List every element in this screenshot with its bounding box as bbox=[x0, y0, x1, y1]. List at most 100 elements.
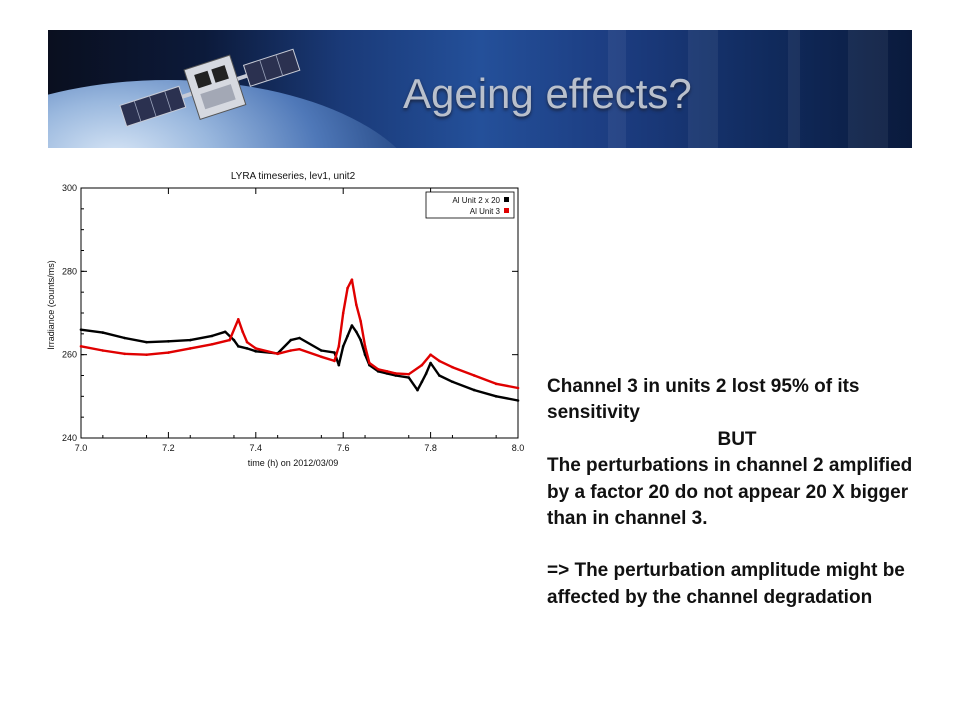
lyra-timeseries-chart: LYRA timeseries, lev1, unit2 7.0 7.2 7.4 7.… bbox=[46, 171, 524, 468]
satellite-image bbox=[119, 48, 301, 128]
data-point bbox=[416, 388, 419, 392]
chart-title: LYRA timeseries, lev1, unit2 bbox=[231, 171, 356, 182]
data-point bbox=[167, 351, 170, 354]
data-point bbox=[394, 372, 397, 375]
data-point bbox=[438, 359, 441, 363]
data-point bbox=[385, 372, 389, 375]
data-point bbox=[245, 347, 249, 350]
data-point bbox=[188, 338, 192, 342]
data-point bbox=[188, 347, 192, 350]
data-point bbox=[376, 370, 380, 373]
data-point bbox=[333, 351, 336, 354]
data-point bbox=[429, 353, 432, 356]
data-point bbox=[228, 338, 231, 342]
data-point bbox=[289, 349, 293, 352]
data-point bbox=[237, 345, 240, 348]
data-point bbox=[254, 350, 258, 353]
data-point bbox=[333, 359, 336, 363]
x-tick-label: 7.4 bbox=[250, 443, 263, 453]
data-point bbox=[407, 372, 411, 376]
data-point bbox=[350, 324, 354, 327]
x-tick-label: 7.0 bbox=[75, 443, 88, 453]
data-point bbox=[407, 376, 411, 379]
data-point bbox=[429, 361, 432, 365]
data-point bbox=[363, 345, 367, 348]
data-point bbox=[368, 361, 371, 365]
data-point bbox=[210, 334, 214, 338]
data-point bbox=[337, 345, 341, 348]
data-point bbox=[350, 278, 354, 281]
data-point bbox=[289, 338, 293, 342]
data-point bbox=[516, 399, 520, 402]
data-point bbox=[79, 345, 83, 348]
y-axis-label: Irradiance (counts/ms) bbox=[46, 260, 56, 350]
data-point bbox=[237, 317, 240, 321]
caption-conclusion: => The perturbation amplitude might be a… bbox=[547, 560, 905, 608]
data-point bbox=[101, 349, 105, 352]
data-point bbox=[473, 388, 476, 392]
data-point bbox=[298, 336, 301, 340]
caption-but: BUT bbox=[717, 428, 757, 450]
legend-swatch bbox=[504, 208, 509, 213]
legend-box bbox=[425, 191, 515, 219]
caption-spacer bbox=[547, 532, 927, 558]
data-point bbox=[363, 353, 367, 356]
data-point bbox=[516, 386, 520, 390]
y-tick-label: 240 bbox=[62, 433, 77, 443]
data-point bbox=[355, 330, 358, 334]
data-point bbox=[346, 286, 349, 290]
caption-sensitivity-loss: Channel 3 in units 2 lost 95% of its sen… bbox=[547, 376, 860, 424]
data-point bbox=[420, 380, 424, 384]
data-point bbox=[123, 352, 126, 356]
data-point bbox=[210, 342, 214, 346]
data-point bbox=[473, 374, 476, 377]
banner-stripe bbox=[688, 30, 718, 148]
data-point bbox=[424, 372, 428, 375]
data-point bbox=[254, 347, 258, 350]
data-point bbox=[355, 303, 358, 306]
data-point bbox=[438, 374, 441, 377]
x-tick-label: 7.6 bbox=[337, 443, 350, 453]
banner-stripe bbox=[608, 30, 626, 148]
plot-area: 7.0 7.2 7.4 7.6 7.8 8.0 240 260 280 300 Al Unit 2 … bbox=[62, 183, 524, 453]
caption-perturbation-comparison: The perturbations in channel 2 amplified… bbox=[547, 455, 913, 530]
data-point bbox=[451, 365, 454, 369]
data-point bbox=[167, 340, 170, 343]
data-point bbox=[494, 382, 498, 386]
x-tick-label: 7.2 bbox=[162, 443, 175, 453]
data-point bbox=[145, 340, 148, 344]
data-point bbox=[451, 380, 454, 384]
series-line-1 bbox=[80, 324, 519, 402]
data-point bbox=[145, 353, 148, 356]
data-point bbox=[359, 320, 362, 323]
data-point bbox=[241, 330, 244, 334]
data-point bbox=[320, 355, 323, 359]
x-tick-label: 7.8 bbox=[424, 443, 437, 453]
data-point bbox=[394, 374, 397, 377]
y-tick-label: 300 bbox=[62, 183, 77, 193]
data-point bbox=[276, 352, 279, 356]
data-point bbox=[341, 345, 345, 348]
data-point bbox=[359, 338, 362, 342]
data-point bbox=[298, 347, 301, 351]
data-point bbox=[346, 334, 349, 338]
data-point bbox=[320, 349, 323, 352]
data-point bbox=[420, 363, 424, 367]
slide-title: Ageing effects? bbox=[403, 70, 692, 117]
data-point bbox=[232, 338, 236, 342]
x-axis-label: time (h) on 2012/03/09 bbox=[248, 458, 339, 468]
banner-stripe bbox=[848, 30, 888, 148]
data-point bbox=[79, 328, 83, 331]
title-banner: Ageing effects? bbox=[48, 30, 912, 148]
plot-frame bbox=[80, 187, 519, 439]
data-point bbox=[101, 331, 105, 334]
data-point bbox=[341, 311, 345, 315]
data-point bbox=[376, 367, 380, 371]
data-point bbox=[385, 370, 389, 373]
banner-stripe bbox=[788, 30, 800, 148]
series-line-2 bbox=[80, 278, 519, 390]
y-tick-label: 280 bbox=[62, 266, 77, 276]
legend-label: Al Unit 2 x 20 bbox=[452, 196, 500, 205]
data-point bbox=[494, 395, 498, 398]
legend-label: Al Unit 3 bbox=[470, 207, 501, 216]
